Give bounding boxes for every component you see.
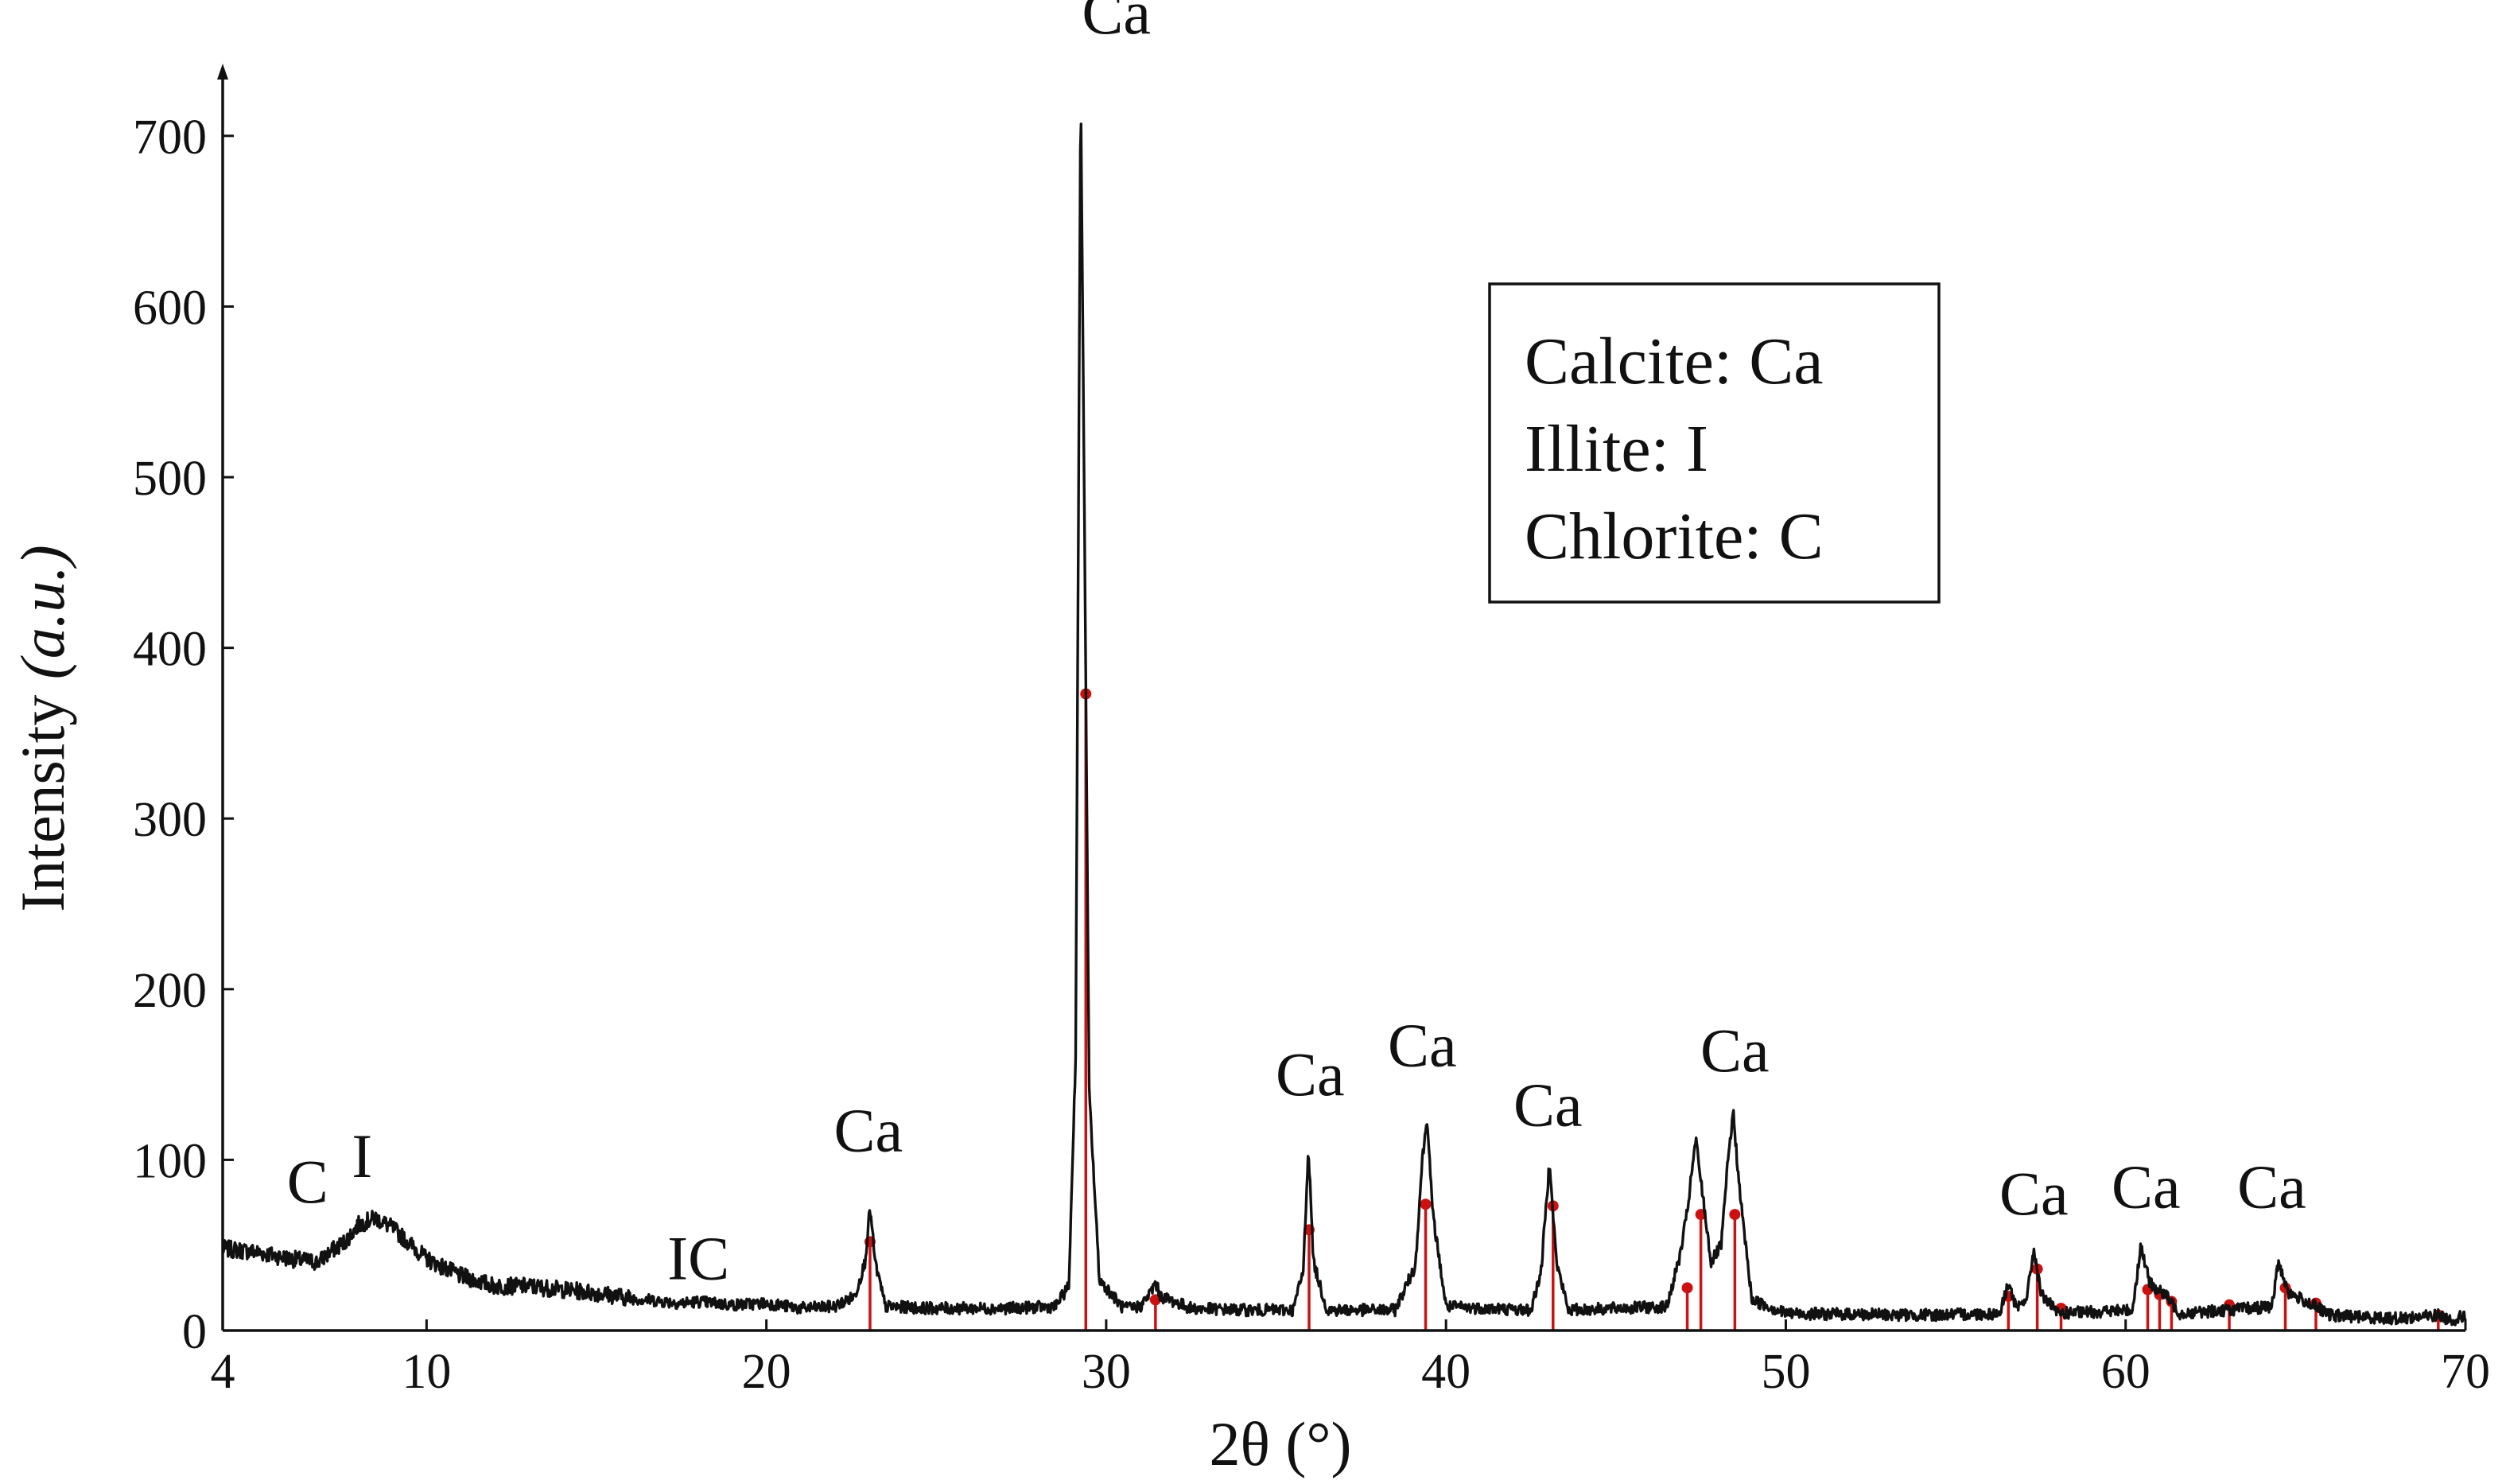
x-tick-label: 20 (742, 1345, 791, 1399)
peak-label: Ca (2112, 1152, 2181, 1221)
legend-entry-calcite: Calcite: Ca (1525, 324, 1824, 398)
plot-area (221, 122, 2467, 1331)
y-tick-label: 100 (133, 1134, 207, 1188)
x-tick-label: 70 (2441, 1345, 2490, 1399)
x-tick-label: 40 (1421, 1345, 1471, 1399)
peak-label: Ca (1999, 1159, 2069, 1228)
y-axis-title-unit: (a.u.) (8, 545, 77, 679)
y-axis-ticks: 0 100 200 300 400 500 600 700 (133, 111, 234, 1359)
peak-label: C (287, 1147, 328, 1216)
reference-peak-dot (1729, 1209, 1741, 1221)
y-tick-label: 400 (133, 623, 207, 677)
y-tick-label: 300 (133, 793, 207, 847)
y-tick-label: 500 (133, 452, 207, 506)
y-tick-label: 0 (182, 1305, 207, 1359)
axes: 4 10 20 30 40 50 60 70 0 100 200 300 400 500 600 700 (133, 64, 2490, 1399)
legend-entry-illite: Illite: I (1525, 412, 1708, 486)
peak-label: Ca (1388, 1010, 1457, 1079)
x-tick-label: 30 (1082, 1345, 1131, 1399)
x-tick-label: 4 (211, 1345, 235, 1399)
peak-label: Ca (1276, 1039, 1345, 1109)
y-axis-title-main: Intensity (8, 679, 77, 911)
x-axis-title: 2θ (°) (1209, 1409, 1351, 1478)
peak-label: Ca (1513, 1070, 1583, 1139)
reference-peak-dot (1149, 1294, 1161, 1306)
reference-peak-dot (1681, 1282, 1693, 1294)
peak-label: Ca (1082, 0, 1151, 47)
reference-peaks (864, 688, 2444, 1331)
xrd-pattern-line (221, 122, 2467, 1327)
peak-label: IC (667, 1224, 729, 1293)
y-tick-label: 200 (133, 964, 207, 1018)
y-axis-arrow-icon (217, 64, 228, 80)
y-tick-label: 700 (133, 111, 207, 165)
x-axis-ticks: 4 10 20 30 40 50 60 70 (211, 1319, 2490, 1399)
peak-label: Ca (2237, 1152, 2306, 1221)
y-tick-label: 600 (133, 281, 207, 335)
y-axis-title: Intensity (a.u.) (8, 545, 77, 911)
legend: Calcite: Ca Illite: I Chlorite: C (1488, 282, 1941, 604)
peak-annotations: C I IC Ca Ca Ca Ca Ca Ca Ca Ca Ca (287, 0, 2306, 1293)
x-tick-label: 10 (402, 1345, 451, 1399)
legend-box (1488, 282, 1941, 604)
reference-peak-dot (1420, 1198, 1432, 1210)
x-tick-label: 50 (1761, 1345, 1810, 1399)
legend-entry-chlorite: Chlorite: C (1525, 499, 1824, 573)
x-tick-label: 60 (2101, 1345, 2150, 1399)
peak-label: Ca (1700, 1016, 1770, 1085)
peak-label: I (352, 1121, 372, 1191)
peak-label: Ca (833, 1096, 903, 1165)
